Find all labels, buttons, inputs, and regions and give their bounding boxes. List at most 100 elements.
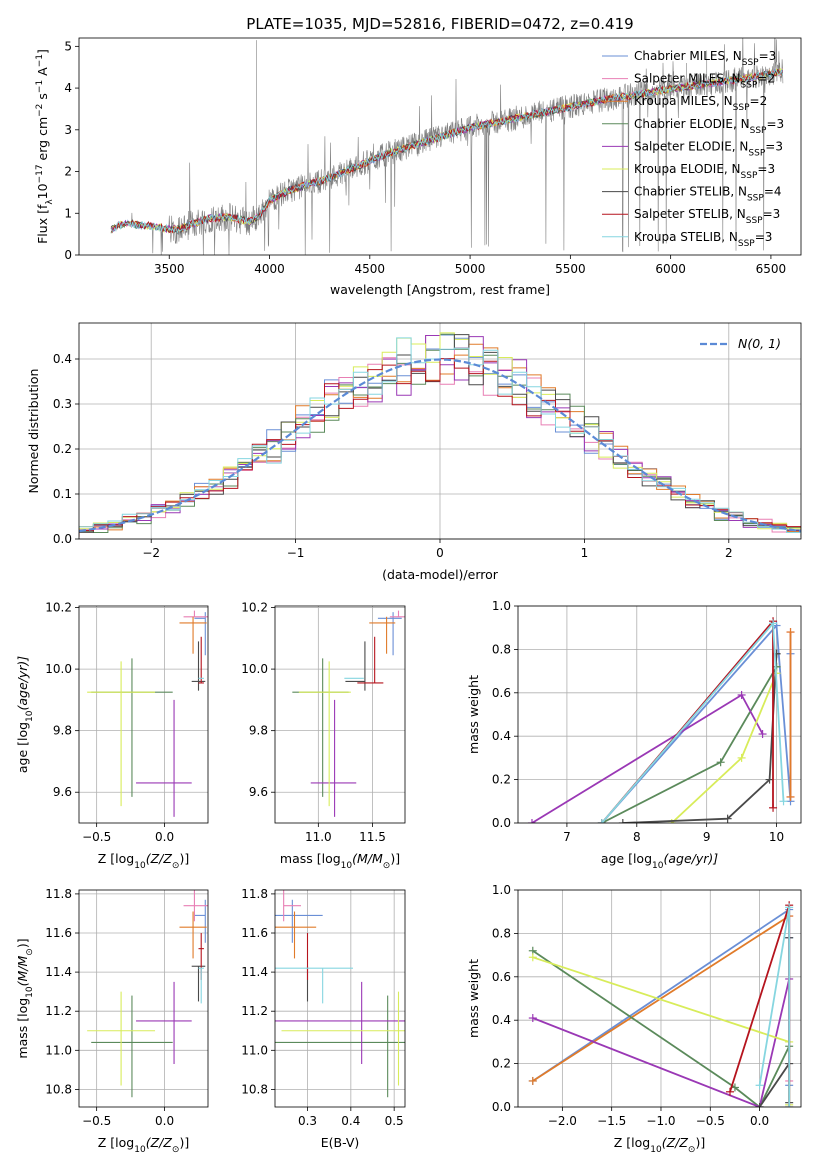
legend-label-kroupa_miles: Kroupa MILES, NSSP=2 (634, 94, 767, 113)
weight-vs-age-ylabel: mass weight (466, 675, 481, 754)
spectrum-ytick-label-0: 0 (64, 248, 72, 262)
weight-vs-age-frame (517, 605, 802, 824)
age-vs-z-point-chabrier_miles (194, 612, 206, 656)
weight-vs-age-marker-salpeter_elodie-0 (527, 819, 536, 823)
age-vs-z-point-salpeter_stelib (198, 636, 204, 684)
spectrum-frame (78, 37, 802, 256)
weight-vs-age-marker-kroupa_miles-1 (786, 628, 795, 637)
mass-vs-z-point-salpeter_elodie (136, 981, 192, 1064)
weight-vs-z-marker-kroupa_elodie-0 (528, 953, 537, 962)
weight-vs-age-marker-kroupa_stelib-0 (597, 819, 606, 823)
age-vs-mass-xtick-label-1: 11.5 (359, 830, 386, 844)
mass-vs-ebv-xtick-label-0: 0.3 (298, 1114, 317, 1128)
mass-vs-ebv-point-kroupa_elodie (281, 991, 405, 1086)
legend-label-chabrier_miles: Chabrier MILES, NSSP=3 (634, 49, 776, 68)
weight-vs-z-xtick-label-0: −2.0 (548, 1114, 577, 1128)
weight-vs-z-marker-kroupa_stelib-1 (785, 903, 794, 912)
histogram-xlabel: (data-model)/error (382, 567, 499, 582)
weight-vs-age-ytick-label-0: 0.0 (492, 816, 511, 830)
age-vs-z-frame (78, 605, 209, 824)
weight-vs-age-marker-salpeter_stelib-2 (769, 803, 778, 812)
spectrum-ytick-label-1: 1 (64, 206, 72, 220)
weight-vs-age-marker-kroupa_stelib-1 (769, 619, 778, 628)
age-vs-mass-xtick-label-0: 11.0 (305, 830, 332, 844)
age-vs-mass-ytick-label-3: 10.2 (241, 601, 268, 615)
histogram-ytick-label-3: 0.3 (53, 397, 72, 411)
age-vs-z-xlabel: Z [log10(Z/Z⊙)] (98, 851, 189, 871)
weight-vs-z-xtick-label-2: −1.0 (646, 1114, 675, 1128)
age-vs-z-axes: −0.5 0.0 9.6 9.8 10.0 10.2 (45, 601, 208, 844)
weight-vs-age-marker-kroupa_stelib-2 (779, 797, 788, 806)
weight-vs-z-ytick-label-5: 1.0 (492, 883, 511, 897)
weight-vs-z-xtick-label-3: −0.5 (696, 1114, 725, 1128)
weight-vs-z-marker-kroupa_stelib-2 (785, 1103, 794, 1107)
weight-vs-z-marker-kroupa_miles-0 (528, 1076, 537, 1085)
mass-vs-z-ytick-label-2: 11.2 (45, 1004, 72, 1018)
mass-vs-ebv-point-chabrier_miles (275, 899, 323, 943)
age-vs-z-ytick-label-1: 9.8 (53, 724, 72, 738)
histogram-ytick-label-1: 0.1 (53, 487, 72, 501)
spectrum-xtick-label-1: 4000 (254, 262, 285, 276)
mass-vs-z-point-chabrier_elodie (91, 995, 173, 1098)
weight-vs-z-line-salpeter_elodie (532, 978, 791, 1107)
weight-vs-z-line-chabrier_stelib (758, 937, 791, 1107)
age-vs-mass-point-chabrier_miles (377, 612, 402, 656)
mass-vs-z-axes: −0.5 0.0 10.8 11.0 11.2 11.4 11.6 11.8 (45, 887, 208, 1128)
weight-vs-z-ytick-label-1: 0.2 (492, 1057, 511, 1071)
mass-vs-ebv-ytick-label-2: 11.2 (241, 1004, 268, 1018)
age-vs-z-ytick-label-3: 10.2 (45, 601, 72, 615)
age-vs-mass-axes: 11.0 11.5 9.6 9.8 10.0 10.2 (241, 601, 405, 844)
histogram-xtick-label-3: 1 (581, 546, 589, 560)
mass-vs-z-point-kroupa_stelib (198, 967, 204, 1004)
mass-vs-z-xtick-label-0: −0.5 (82, 1114, 111, 1128)
spectrum-xtick-label-2: 4500 (355, 262, 386, 276)
mass-vs-z-xtick-label-1: 0.0 (155, 1114, 174, 1128)
mass-vs-z-point-salpeter_miles (183, 890, 208, 922)
legend-label-salpeter_elodie: Salpeter ELODIE, NSSP=3 (634, 139, 783, 158)
weight-vs-z-ytick-label-2: 0.4 (492, 1013, 511, 1027)
weight-vs-z-line-kroupa_miles (532, 915, 790, 1082)
model-fit-kroupa_stelib (110, 68, 783, 234)
mass-vs-z-ytick-label-5: 11.8 (45, 887, 72, 901)
spectrum-xtick-label-4: 5500 (555, 262, 586, 276)
weight-vs-z-marker-kroupa_stelib-0 (755, 1081, 764, 1090)
mass-vs-ebv-ytick-label-4: 11.6 (241, 926, 268, 940)
mass-vs-z-ytick-label-1: 11.0 (45, 1043, 72, 1057)
mass-vs-ebv-xtick-label-2: 0.5 (385, 1114, 404, 1128)
spectrum-legend: Chabrier MILES, NSSP=3 Salpeter MILES, NS… (602, 49, 784, 249)
legend-label-kroupa_elodie: Kroupa ELODIE, NSSP=3 (634, 162, 775, 181)
mass-vs-z-plot-area (87, 890, 208, 1098)
observed-spectrum (110, 38, 784, 255)
mass-vs-ebv-plot-area (275, 890, 405, 1098)
mass-vs-z-ytick-label-3: 11.4 (45, 965, 72, 979)
weight-vs-age-marker-chabrier_stelib-0 (618, 819, 627, 823)
age-vs-z-point-kroupa_elodie (87, 661, 156, 807)
histogram-ytick-label-0: 0.0 (53, 532, 72, 546)
weight-vs-z-xtick-label-1: −1.5 (597, 1114, 626, 1128)
mass-vs-z-ytick-label-4: 11.6 (45, 926, 72, 940)
histogram-ytick-label-2: 0.2 (53, 442, 72, 456)
weight-vs-z-line-chabrier_elodie (532, 950, 791, 1107)
legend-label-chabrier_elodie: Chabrier ELODIE, NSSP=3 (634, 117, 784, 136)
mass-vs-ebv-frame (274, 889, 406, 1108)
spectrum-xtick-label-3: 5000 (455, 262, 486, 276)
histogram-xtick-label-2: 0 (436, 546, 444, 560)
weight-vs-z-ytick-label-4: 0.8 (492, 926, 511, 940)
weight-vs-age-marker-chabrier_stelib-1 (723, 814, 732, 823)
spectrum-axes: 3500 4000 4500 5000 5500 6000 6500 0 1 2 3 4 5 (64, 39, 786, 276)
mass-vs-ebv-point-kroupa_stelib (275, 967, 353, 1004)
spectrum-ytick-label-4: 4 (64, 81, 72, 95)
weight-vs-z-ytick-label-3: 0.6 (492, 970, 511, 984)
age-vs-z-point-salpeter_miles (183, 610, 208, 618)
weight-vs-z-xlabel: Z [log10(Z/Z⊙)] (614, 1135, 705, 1155)
weight-vs-age-ytick-label-2: 0.4 (492, 729, 511, 743)
mass-vs-z-point-chabrier_stelib (191, 965, 206, 1002)
age-vs-z-xtick-label-0: −0.5 (82, 830, 111, 844)
mass-vs-ebv-axes: 0.3 0.4 0.5 10.8 11.0 11.2 11.4 11.6 11.8 (241, 887, 405, 1128)
histogram-ylabel: Normed distribution (26, 369, 41, 494)
weight-vs-z-ytick-label-0: 0.0 (492, 1100, 511, 1114)
histogram-frame (78, 322, 802, 540)
gaussian-curve (79, 358, 801, 533)
age-vs-mass-point-salpeter_miles (389, 610, 405, 618)
